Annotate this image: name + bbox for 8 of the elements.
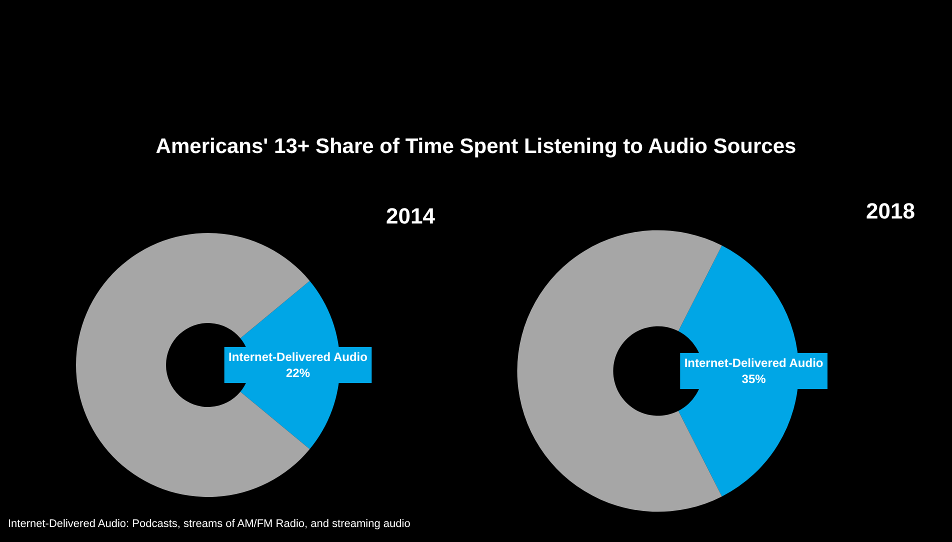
text: Americans' 13+ Share of Time Spent Listening to Audio Sources bbox=[154, 135, 798, 159]
data-label: 22% bbox=[286, 366, 310, 380]
text: 2018 bbox=[866, 198, 916, 224]
chart-title: 2014 bbox=[386, 204, 436, 228]
slice-label: Internet-Delivered Audio bbox=[684, 356, 824, 370]
slice-label: Internet-Delivered Audio bbox=[228, 350, 368, 364]
text: Internet-Delivered Audio: Podcasts, streams of AM/FM Radio, and streaming audio bbox=[8, 518, 410, 530]
data-label: 35% bbox=[742, 372, 766, 386]
